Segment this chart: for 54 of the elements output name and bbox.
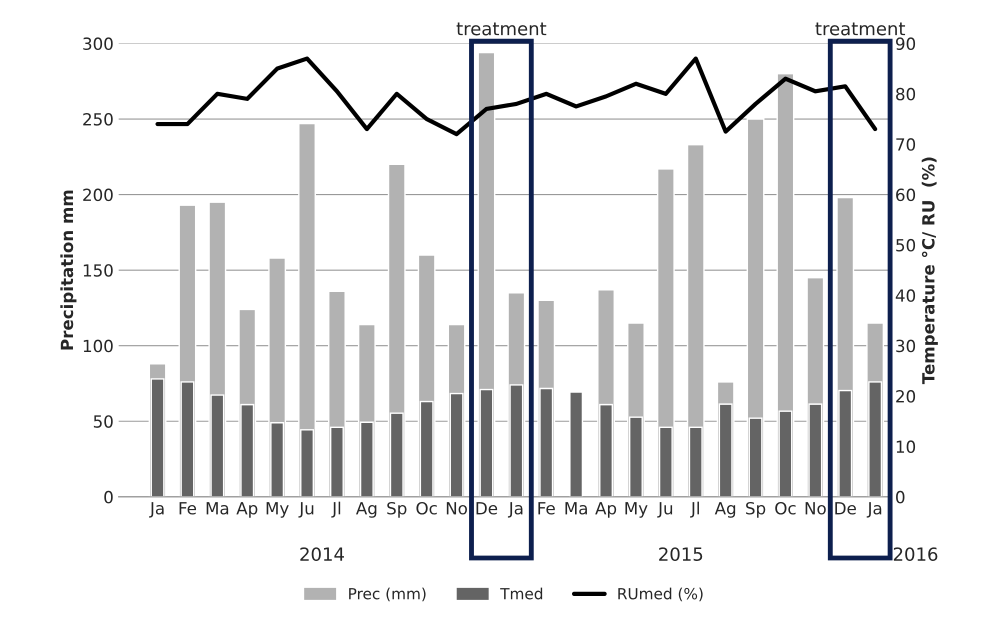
x-tick-label: Fe xyxy=(180,502,196,515)
legend-label: Tmed xyxy=(500,588,542,600)
y2-tick-label: 50 xyxy=(896,238,916,252)
x-tick-label: Oc xyxy=(416,502,437,515)
y2-tick-label: 0 xyxy=(896,490,904,504)
y2-tick-label: 80 xyxy=(896,88,916,100)
x-tick-label: Oc xyxy=(775,502,796,515)
y-tick-label: 200 xyxy=(83,188,113,202)
y2-axis-title: Temperature °C/ RU (%) xyxy=(922,158,938,384)
y-tick-label: 300 xyxy=(83,37,113,50)
x-tick-label: No xyxy=(446,502,467,515)
y2-tick-label: 30 xyxy=(896,340,916,352)
y-tick-label: 50 xyxy=(94,415,113,428)
x-tick-label: Sp xyxy=(387,502,406,518)
y-tick-label: 250 xyxy=(83,112,113,126)
x-tick-label: Ap xyxy=(236,502,258,518)
x-tick-label: My xyxy=(266,502,289,518)
y-axis-title: Precipitation mm xyxy=(60,190,76,350)
text: 2014 xyxy=(300,547,344,561)
x-tick-label: Ju xyxy=(298,502,314,518)
x-tick-label: Ju xyxy=(657,502,672,518)
y-tick-label: 150 xyxy=(84,264,113,277)
text: treatment xyxy=(456,22,546,36)
x-tick-label: De xyxy=(835,502,856,515)
x-tick-label: Fe xyxy=(538,502,555,515)
y-tick-label: 100 xyxy=(84,340,113,352)
legend-label: RUmed (%) xyxy=(618,588,703,602)
x-tick-label: Ma xyxy=(565,502,587,515)
x-tick-label: Ap xyxy=(595,502,616,518)
text: 2016 xyxy=(894,547,938,561)
y2-tick-label: 90 xyxy=(896,37,916,50)
bar xyxy=(569,391,584,497)
y-tick-label: 0 xyxy=(104,490,113,504)
legend-label: Prec (mm) xyxy=(349,588,426,602)
x-tick-label: Ag xyxy=(714,502,736,518)
y2-tick-label: 40 xyxy=(896,289,916,302)
x-tick-label: Ja xyxy=(508,502,522,518)
line-series xyxy=(155,56,878,136)
y2-tick-label: 10 xyxy=(896,440,916,453)
y2-tick-label: 60 xyxy=(896,188,916,202)
x-tick-label: Jl xyxy=(690,502,699,518)
x-tick-label: Ma xyxy=(206,502,228,515)
y2-tick-label: 70 xyxy=(896,138,916,151)
x-tick-label: Ja xyxy=(866,502,882,518)
x-tick-label: De xyxy=(476,502,498,515)
x-tick-label: Ja xyxy=(149,502,164,518)
x-tick-label: No xyxy=(806,502,826,515)
x-tick-label: My xyxy=(625,502,648,518)
x-tick-label: Sp xyxy=(746,502,766,518)
text: treatment xyxy=(815,22,906,36)
y2-tick-label: 20 xyxy=(896,390,916,403)
text: 2015 xyxy=(659,547,702,561)
x-tick-label: Ag xyxy=(356,502,376,518)
x-tick-label: Jl xyxy=(331,502,340,518)
